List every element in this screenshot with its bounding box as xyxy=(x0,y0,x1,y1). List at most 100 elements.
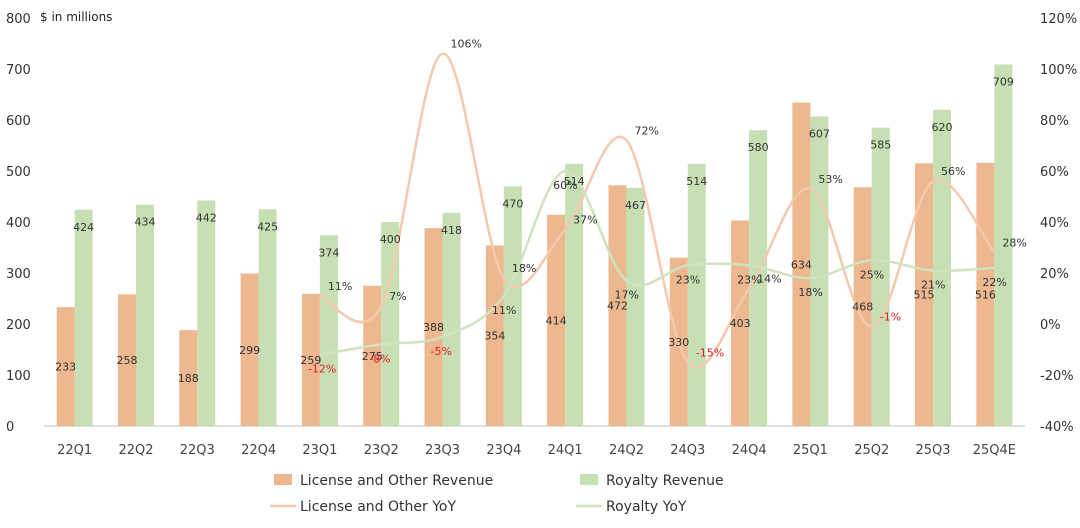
license-revenue-label: 403 xyxy=(730,317,751,330)
royalty-revenue-label: 418 xyxy=(441,224,462,237)
legend-royalty-revenue-swatch xyxy=(580,474,598,485)
royalty-revenue-label: 514 xyxy=(564,175,585,188)
royalty-yoy-label: 18% xyxy=(798,286,822,299)
royalty-yoy-label: 11% xyxy=(492,304,516,317)
license-revenue-bar xyxy=(915,163,934,426)
royalty-revenue-bar xyxy=(74,209,93,426)
royalty-revenue-label: 374 xyxy=(318,246,339,259)
royalty-revenue-label: 400 xyxy=(380,233,401,246)
legend: License and Other Revenue Royalty Revenue… xyxy=(270,473,724,515)
category-label: 22Q3 xyxy=(180,443,215,458)
royalty-revenue-bar xyxy=(626,187,645,426)
royalty-revenue-bar xyxy=(565,163,584,427)
y-right-tick: 100% xyxy=(1040,63,1077,78)
license-revenue-bar xyxy=(485,245,504,426)
y-right-tick: 60% xyxy=(1040,165,1069,180)
y-left-tick: 200 xyxy=(6,318,31,333)
royalty-yoy-label: 22% xyxy=(982,276,1006,289)
bar-group xyxy=(56,64,1013,427)
license-revenue-label: 258 xyxy=(116,354,137,367)
category-label: 23Q3 xyxy=(425,443,460,458)
bar-labels: 233 424 258 434 188 442 299 425 259 374 275 400 388 4… xyxy=(55,75,1014,385)
y-left-tick: 400 xyxy=(6,216,31,231)
category-label: 24Q3 xyxy=(670,443,705,458)
license-yoy-label: 28% xyxy=(1002,237,1026,250)
license-revenue-bar xyxy=(56,307,75,426)
license-yoy-label: 11% xyxy=(328,280,352,293)
y-right-tick: 40% xyxy=(1040,216,1069,231)
license-yoy-label: 106% xyxy=(451,38,482,51)
license-revenue-label: 634 xyxy=(791,258,812,271)
license-revenue-bar xyxy=(179,330,198,426)
category-label: 23Q2 xyxy=(364,443,399,458)
royalty-revenue-label: 514 xyxy=(686,175,707,188)
royalty-revenue-label: 425 xyxy=(257,220,278,233)
royalty-revenue-bar xyxy=(503,186,522,426)
license-revenue-label: 414 xyxy=(546,314,567,327)
legend-license-yoy-label: License and Other YoY xyxy=(300,499,456,515)
category-label: 24Q2 xyxy=(609,443,644,458)
royalty-yoy-label: -8% xyxy=(369,352,390,365)
legend-license-revenue-label: License and Other Revenue xyxy=(300,473,493,489)
y-right-tick: 80% xyxy=(1040,114,1069,129)
category-label: 25Q1 xyxy=(793,443,828,458)
royalty-revenue-bar xyxy=(197,200,216,426)
y-left-tick: 100 xyxy=(6,369,31,384)
y-right-tick: 120% xyxy=(1040,12,1077,27)
license-revenue-bar xyxy=(547,214,566,426)
royalty-revenue-label: 620 xyxy=(932,121,953,134)
category-label: 23Q1 xyxy=(302,443,337,458)
y-right-tick: 0% xyxy=(1040,318,1061,333)
royalty-revenue-label: 585 xyxy=(870,139,891,152)
left-axis-ticks: 0 100 200 300 400 500 600 700 800 xyxy=(6,12,31,435)
category-labels: 22Q1 22Q2 22Q3 22Q4 23Q1 23Q2 23Q3 23Q4 24Q1 24Q2… xyxy=(57,443,1016,458)
royalty-revenue-label: 442 xyxy=(196,212,217,225)
license-yoy-line xyxy=(319,52,996,369)
y-left-tick: 600 xyxy=(6,114,31,129)
royalty-revenue-bar xyxy=(442,212,461,426)
license-revenue-label: 516 xyxy=(975,288,996,301)
y-right-tick: -20% xyxy=(1040,369,1074,384)
license-revenue-bar xyxy=(731,220,750,426)
y-right-tick: 20% xyxy=(1040,267,1069,282)
royalty-revenue-bar xyxy=(258,209,277,426)
royalty-revenue-label: 580 xyxy=(748,141,769,154)
category-label: 22Q2 xyxy=(118,443,153,458)
license-revenue-label: 388 xyxy=(423,321,444,334)
license-revenue-bar xyxy=(240,273,259,426)
license-revenue-label: 188 xyxy=(178,372,199,385)
royalty-yoy-label: 25% xyxy=(860,268,884,281)
royalty-revenue-label: 467 xyxy=(625,199,646,212)
license-yoy-label: 56% xyxy=(941,165,965,178)
license-revenue-bar xyxy=(853,187,872,426)
royalty-yoy-label: 23% xyxy=(737,273,761,286)
legend-royalty-revenue-label: Royalty Revenue xyxy=(606,473,724,489)
license-revenue-label: 515 xyxy=(914,289,935,302)
license-revenue-label: 233 xyxy=(55,361,76,374)
right-axis-ticks: -40% -20% 0% 20% 40% 60% 80% 100% 120% xyxy=(1040,12,1077,435)
license-revenue-label: 259 xyxy=(300,354,321,367)
royalty-revenue-bar xyxy=(994,64,1013,426)
category-label: 22Q4 xyxy=(241,443,276,458)
royalty-revenue-label: 434 xyxy=(134,216,155,229)
y-left-tick: 0 xyxy=(6,420,14,435)
royalty-revenue-bar xyxy=(933,109,952,427)
royalty-yoy-label: -5% xyxy=(431,345,452,358)
license-yoy-label: 7% xyxy=(389,290,406,303)
category-label: 25Q3 xyxy=(916,443,951,458)
license-revenue-label: 354 xyxy=(484,330,505,343)
line-group xyxy=(319,52,996,369)
license-yoy-label: 18% xyxy=(512,262,536,275)
category-label: 22Q1 xyxy=(57,443,92,458)
license-revenue-label: 275 xyxy=(362,350,383,363)
category-label: 24Q4 xyxy=(732,443,767,458)
y-right-tick: -40% xyxy=(1040,420,1074,435)
royalty-revenue-bar xyxy=(381,222,400,426)
category-label: 24Q1 xyxy=(548,443,583,458)
license-revenue-bar xyxy=(424,228,443,426)
legend-license-revenue-swatch xyxy=(274,474,292,485)
license-yoy-label: 37% xyxy=(573,214,597,227)
license-revenue-bar xyxy=(608,185,627,426)
y-left-tick: 500 xyxy=(6,165,31,180)
